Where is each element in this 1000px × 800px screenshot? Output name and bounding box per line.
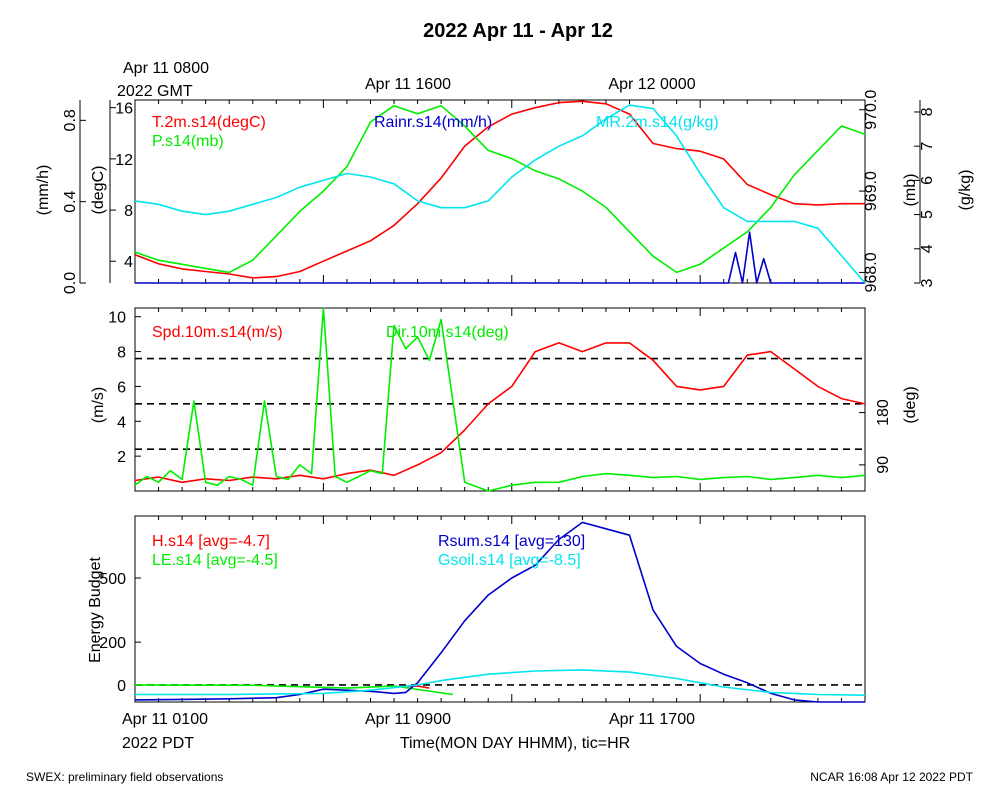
temp-tick-label: 16 [115, 101, 133, 118]
energy-tick-label: 200 [99, 635, 126, 652]
mr-tick-label: 5 [919, 210, 936, 219]
energy-tick-label: 500 [99, 571, 126, 588]
spd-tick-label: 6 [117, 379, 126, 396]
direction-axis-label: (deg) [902, 386, 919, 423]
series-line-mr [134, 104, 866, 284]
pres-axis-label: (mb) [902, 174, 919, 207]
pres-tick-label: 968.0 [863, 252, 880, 292]
speed-axis-label: (m/s) [90, 387, 107, 423]
legend-sensible-heat: H.s14 [avg=-4.7] [152, 533, 270, 550]
pres-tick-label: 969.0 [863, 171, 880, 211]
mr-tick-label: 7 [919, 142, 936, 151]
mr-tick-label: 3 [919, 278, 936, 287]
series-line-rain [135, 231, 865, 284]
dir-tick-label: 90 [875, 456, 892, 474]
mr-tick-label: 4 [919, 244, 936, 253]
top-axis-tick-label: Apr 12 0000 [608, 76, 695, 93]
legend-wind-speed: Spd.10m.s14(m/s) [152, 324, 283, 341]
bottom-axis-tick-label: Apr 11 1700 [609, 711, 695, 728]
spd-tick-label: 8 [117, 345, 126, 362]
series-line-energy [134, 684, 454, 696]
energy-axis-label: Energy Budget [87, 557, 104, 663]
energy-tick-label: 0 [117, 678, 126, 695]
dir-tick-label: 180 [875, 399, 892, 426]
series-line-temp [134, 100, 865, 279]
legend-wind-direction: Dir.10m.s14(deg) [386, 324, 509, 341]
footer-source: SWEX: preliminary field observations [26, 770, 223, 784]
legend-rain-rate: Rainr.s14(mm/h) [374, 114, 492, 131]
rain-tick-label: 0.8 [62, 109, 79, 131]
rain-tick-label: 0.4 [62, 190, 79, 212]
series-line-spd [134, 342, 866, 484]
bottom-axis-date-line1: Apr 11 0100 [122, 711, 208, 728]
bottom-panel-frame [134, 515, 866, 703]
series-line-pres [134, 104, 866, 274]
temp-tick-label: 12 [115, 152, 133, 169]
mr-tick-label: 8 [919, 107, 936, 116]
top-axis-date-line2: 2022 GMT [117, 83, 193, 100]
temp-tick-label: 8 [124, 203, 133, 220]
spd-tick-label: 2 [117, 449, 126, 466]
series-line-dir [134, 307, 866, 492]
mr-axis-label: (g/kg) [957, 170, 974, 211]
rain-axis-label: (mm/h) [35, 165, 52, 216]
legend-mixing-ratio: MR.2m.s14(g/kg) [596, 114, 719, 131]
rain-tick-label: 0.0 [62, 272, 79, 294]
top-axis-date-line1: Apr 11 0800 [123, 60, 209, 77]
bottom-axis-tick-label: Apr 11 0900 [365, 711, 451, 728]
spd-tick-label: 4 [117, 414, 126, 431]
legend-pressure: P.s14(mb) [152, 133, 224, 150]
middle-panel-frame [134, 307, 866, 492]
legend-latent-heat: LE.s14 [avg=-4.5] [152, 552, 278, 569]
legend-soil-heat: Gsoil.s14 [avg=-8.5] [438, 552, 581, 569]
series-line-energy [135, 669, 866, 696]
footer-timestamp: NCAR 16:08 Apr 12 2022 PDT [810, 770, 973, 784]
series-line-energy [134, 521, 865, 703]
legend-radiation-sum: Rsum.s14 [avg=130] [438, 533, 585, 550]
temp-axis-label: (degC) [90, 166, 107, 215]
x-axis-label: Time(MON DAY HHMM), tic=HR [400, 735, 630, 752]
bottom-axis-date-line2: 2022 PDT [122, 735, 194, 752]
spd-tick-label: 10 [108, 310, 126, 327]
top-axis-tick-label: Apr 11 1600 [365, 76, 451, 93]
chart-title: 2022 Apr 11 - Apr 12 [423, 20, 613, 42]
legend-temperature: T.2m.s14(degC) [152, 114, 266, 131]
pres-tick-label: 970.0 [863, 90, 880, 130]
mr-tick-label: 6 [919, 176, 936, 185]
temp-tick-label: 4 [124, 254, 133, 271]
